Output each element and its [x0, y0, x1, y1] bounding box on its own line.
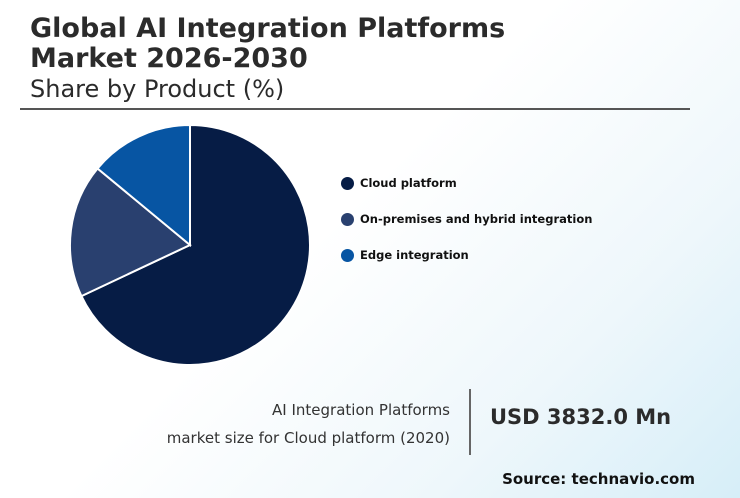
- legend: Cloud platform On-premises and hybrid in…: [341, 174, 592, 282]
- market-size-label-line-2: market size for Cloud platform (2020): [167, 424, 450, 452]
- legend-item-cloud-platform: Cloud platform: [341, 174, 592, 192]
- legend-label-edge-integration: Edge integration: [360, 248, 469, 262]
- market-divider: [469, 389, 471, 455]
- legend-swatch-edge-integration: [341, 249, 354, 262]
- legend-label-on-premises-hybrid: On-premises and hybrid integration: [360, 212, 592, 226]
- legend-item-on-premises-hybrid: On-premises and hybrid integration: [341, 210, 592, 228]
- market-size-label: AI Integration Platforms market size for…: [167, 396, 450, 452]
- market-size-value: USD 3832.0 Mn: [490, 405, 671, 429]
- legend-label-cloud-platform: Cloud platform: [360, 176, 457, 190]
- legend-swatch-cloud-platform: [341, 177, 354, 190]
- market-size-label-line-1: AI Integration Platforms: [167, 396, 450, 424]
- legend-swatch-on-premises-hybrid: [341, 213, 354, 226]
- source-credit: Source: technavio.com: [502, 470, 695, 488]
- legend-item-edge-integration: Edge integration: [341, 246, 592, 264]
